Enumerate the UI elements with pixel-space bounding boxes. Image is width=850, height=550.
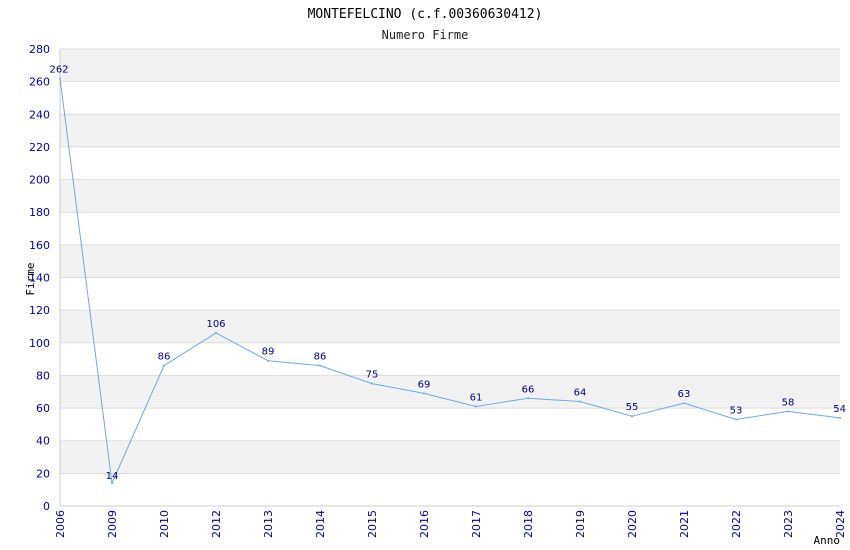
chart-subtitle: Numero Firme bbox=[382, 28, 469, 42]
y-tick-label: 280 bbox=[29, 43, 50, 56]
x-tick-label: 2012 bbox=[210, 510, 223, 538]
data-label: 89 bbox=[262, 347, 275, 358]
data-point bbox=[787, 410, 789, 413]
gridlines bbox=[60, 48, 840, 507]
y-tick-label: 40 bbox=[36, 435, 50, 448]
x-tick-label: 2020 bbox=[626, 510, 639, 538]
x-tick-label: 2017 bbox=[470, 510, 483, 538]
data-point bbox=[683, 402, 685, 405]
data-point bbox=[839, 416, 841, 419]
y-tick-label: 80 bbox=[36, 369, 50, 382]
data-point bbox=[631, 415, 633, 418]
x-tick-label: 2021 bbox=[678, 510, 691, 538]
data-label: 61 bbox=[470, 392, 483, 403]
data-label: 54 bbox=[833, 404, 846, 415]
data-label: 14 bbox=[106, 471, 119, 482]
y-axis-title: Firme bbox=[24, 262, 37, 295]
data-point bbox=[267, 359, 269, 362]
grid-bands bbox=[60, 49, 840, 474]
y-tick-label: 160 bbox=[29, 239, 50, 252]
grid-band bbox=[60, 179, 840, 213]
data-label: 64 bbox=[574, 388, 587, 399]
y-tick-label: 100 bbox=[29, 337, 50, 350]
y-tick-labels: 0 20 40 60 80 100 120 140 160 180 200 220 240 260 280 bbox=[29, 43, 50, 513]
data-point bbox=[423, 392, 425, 395]
grid-band bbox=[60, 310, 840, 343]
x-tick-label: 2023 bbox=[782, 510, 795, 538]
data-label: 86 bbox=[158, 352, 171, 363]
x-tick-label: 2024 bbox=[834, 510, 847, 538]
x-axis-title: Anno bbox=[814, 534, 841, 547]
y-tick-label: 0 bbox=[43, 500, 50, 513]
data-point bbox=[163, 364, 165, 367]
y-tick-label: 20 bbox=[36, 467, 50, 480]
y-tick-label: 240 bbox=[29, 108, 50, 121]
data-label: 86 bbox=[314, 352, 327, 363]
grid-band bbox=[60, 244, 840, 278]
x-tick-label: 2006 bbox=[54, 510, 67, 538]
grid-band bbox=[60, 440, 840, 474]
x-tick-labels: 2006 2009 2010 2012 2013 2014 2015 2016 2017 2018… bbox=[54, 510, 847, 538]
y-tick-label: 120 bbox=[29, 304, 50, 317]
series-line-path bbox=[59, 78, 841, 485]
y-tick-label: 60 bbox=[36, 402, 50, 415]
grid-band bbox=[60, 49, 840, 82]
grid-band bbox=[60, 114, 840, 147]
data-label: 106 bbox=[206, 319, 225, 330]
data-point bbox=[527, 397, 529, 400]
data-point bbox=[215, 331, 217, 334]
series-line bbox=[59, 77, 841, 485]
x-tick-label: 2010 bbox=[158, 510, 171, 538]
x-tick-label: 2018 bbox=[522, 510, 535, 538]
data-label: 69 bbox=[418, 379, 431, 390]
chart-title: MONTEFELCINO (c.f.00360630412) bbox=[308, 7, 543, 22]
x-tick-label: 2013 bbox=[262, 510, 275, 538]
data-point bbox=[475, 405, 477, 408]
x-tick-label: 2009 bbox=[106, 510, 119, 538]
data-label: 262 bbox=[49, 64, 68, 75]
y-tick-label: 220 bbox=[29, 141, 50, 154]
x-tick-label: 2019 bbox=[574, 510, 587, 538]
x-tick-label: 2016 bbox=[418, 510, 431, 538]
axes bbox=[59, 49, 840, 507]
grid-band bbox=[60, 375, 840, 409]
data-point bbox=[319, 364, 321, 367]
data-point bbox=[59, 77, 61, 80]
y-tick-label: 200 bbox=[29, 174, 50, 187]
data-label: 58 bbox=[782, 397, 795, 408]
data-labels: 262 14 86 106 89 86 75 69 61 66 64 55 63 53 58 54 bbox=[49, 64, 846, 482]
y-tick-label: 140 bbox=[29, 272, 50, 285]
x-tick-label: 2022 bbox=[730, 510, 743, 538]
y-tick-label: 260 bbox=[29, 76, 50, 89]
x-tick-label: 2015 bbox=[366, 510, 379, 538]
data-label: 66 bbox=[522, 384, 535, 395]
y-tick-label: 180 bbox=[29, 206, 50, 219]
data-point bbox=[111, 482, 113, 485]
data-point bbox=[371, 382, 373, 385]
data-point bbox=[579, 400, 581, 403]
data-label: 63 bbox=[678, 389, 691, 400]
data-point bbox=[735, 418, 737, 421]
x-tick-label: 2014 bbox=[314, 510, 327, 538]
data-label: 75 bbox=[366, 370, 379, 381]
data-label: 55 bbox=[626, 402, 639, 413]
data-label: 53 bbox=[730, 405, 743, 416]
